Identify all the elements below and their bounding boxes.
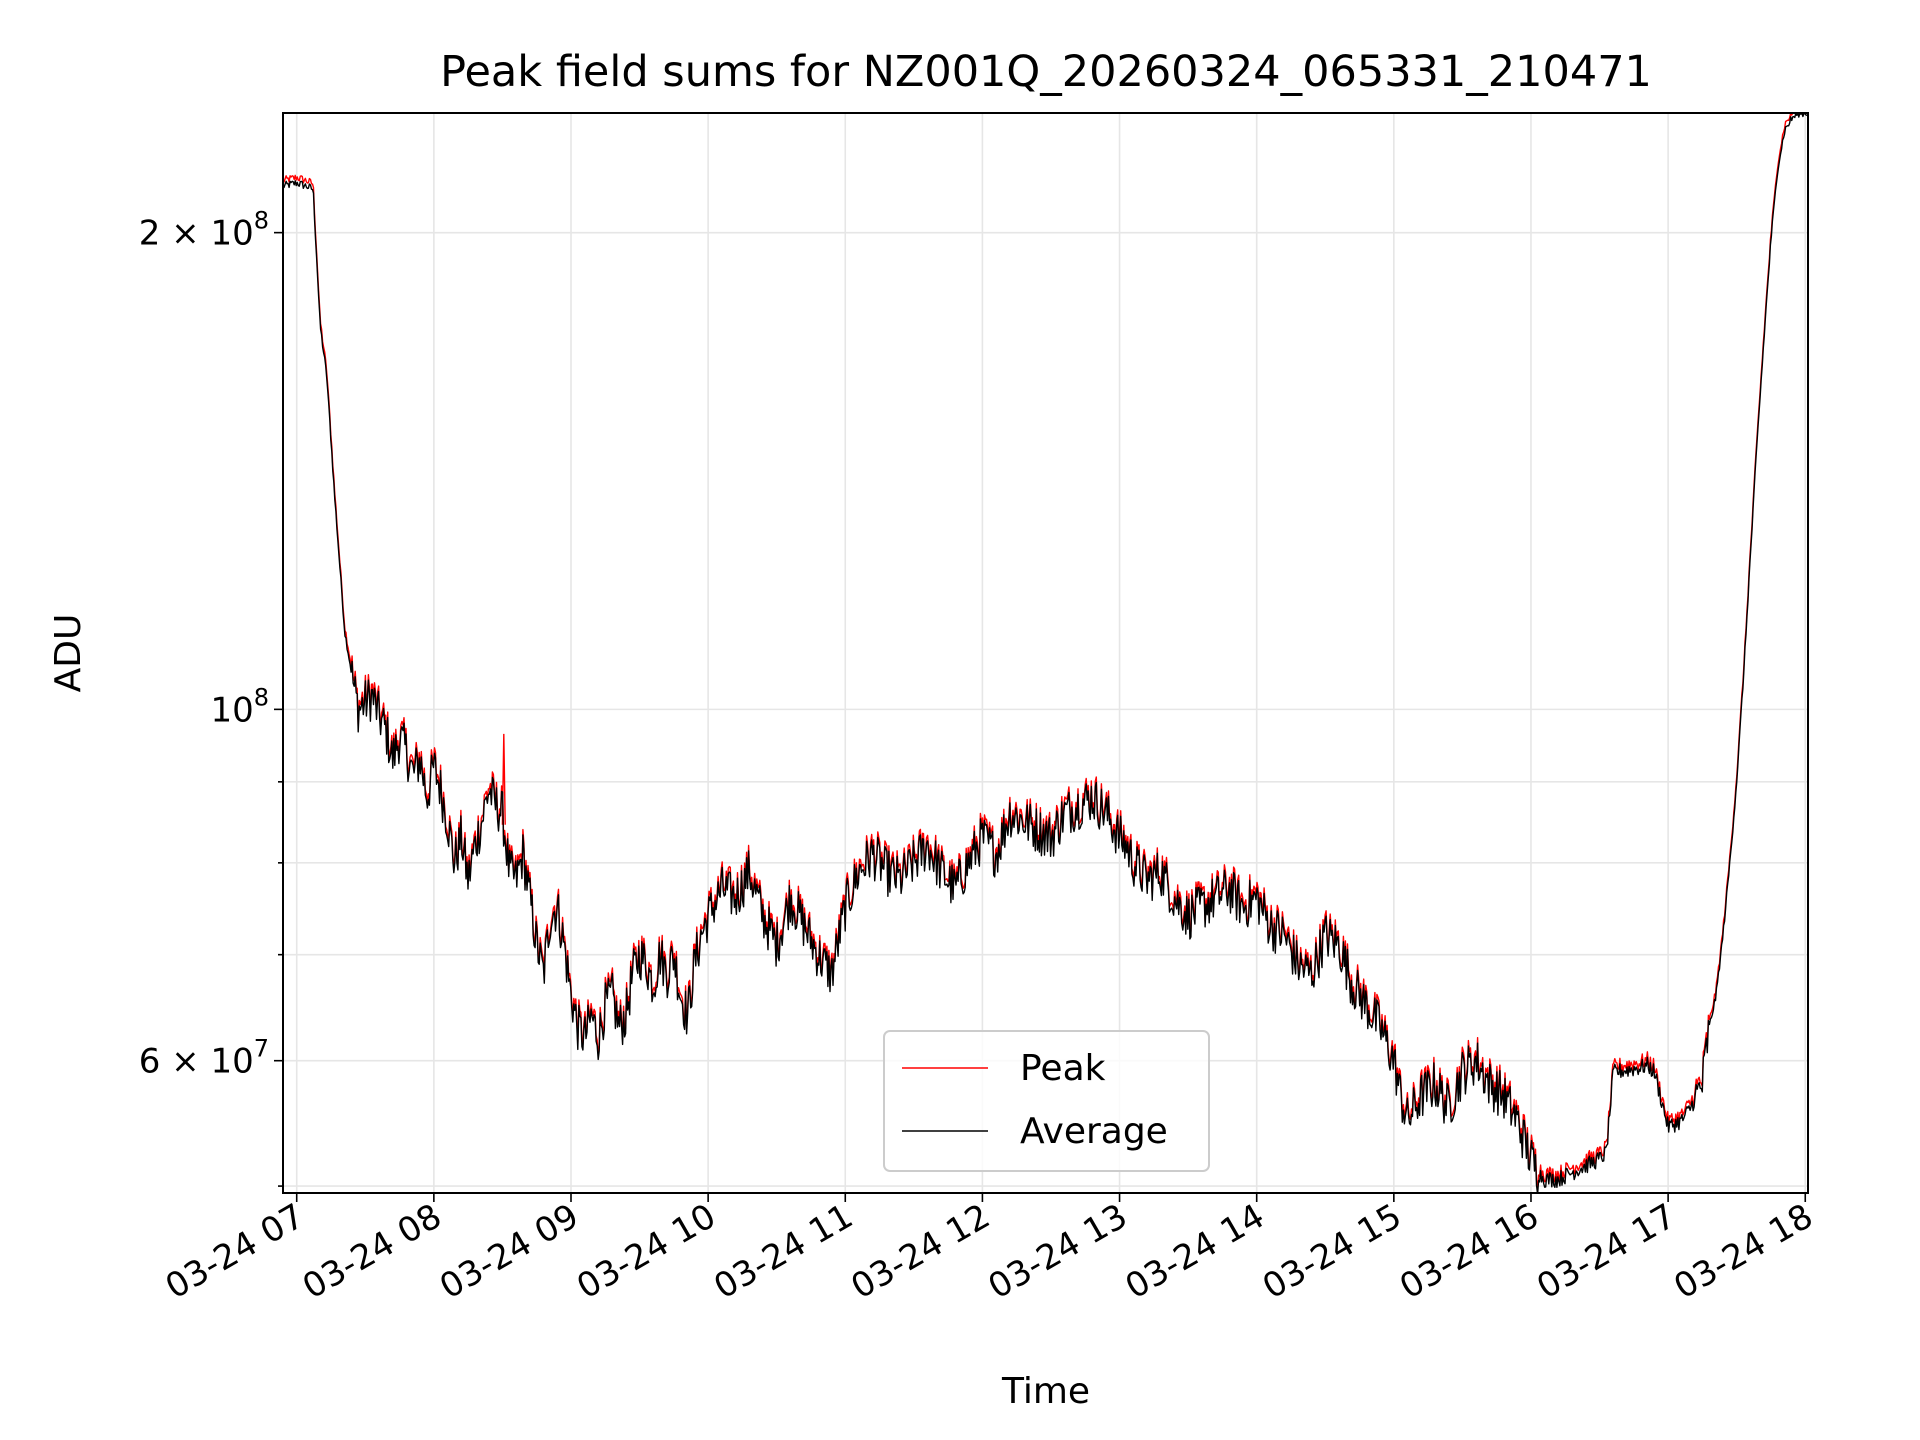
y-tick-label-base: 6 × 10 bbox=[139, 1042, 254, 1082]
legend-label-average: Average bbox=[1020, 1111, 1168, 1152]
x-tick: 03-24 12 bbox=[845, 1193, 997, 1307]
chart-title: Peak field sums for NZ001Q_20260324_0653… bbox=[440, 47, 1652, 97]
y-axis-label: ADU bbox=[48, 614, 89, 693]
y-tick-label-base: 10 bbox=[210, 690, 253, 730]
x-tick-label: 03-24 08 bbox=[296, 1196, 448, 1307]
series-layer bbox=[283, 113, 1808, 1193]
series-line-peak bbox=[283, 113, 1808, 1190]
x-tick: 03-24 09 bbox=[433, 1193, 585, 1307]
x-tick-label: 03-24 12 bbox=[845, 1196, 997, 1307]
x-tick: 03-24 18 bbox=[1667, 1193, 1820, 1307]
y-tick-label-exponent: 7 bbox=[254, 1035, 269, 1063]
legend-label-peak: Peak bbox=[1020, 1048, 1106, 1089]
x-tick-label: 03-24 18 bbox=[1667, 1196, 1819, 1307]
legend-box bbox=[883, 1030, 1210, 1172]
legend: Peak Average bbox=[883, 1030, 1210, 1172]
x-tick: 03-24 07 bbox=[159, 1193, 311, 1307]
x-axis-label: Time bbox=[1001, 1371, 1090, 1412]
y-tick-label-exponent: 8 bbox=[254, 683, 269, 711]
y-tick-label-base: 2 × 10 bbox=[139, 214, 254, 254]
x-tick: 03-24 14 bbox=[1119, 1193, 1271, 1307]
x-tick-label: 03-24 07 bbox=[159, 1196, 311, 1307]
y-tick-label-exponent: 8 bbox=[254, 207, 269, 235]
y-tick: 6 × 107 bbox=[139, 1035, 283, 1082]
x-tick-label: 03-24 16 bbox=[1393, 1196, 1545, 1307]
x-tick: 03-24 13 bbox=[982, 1193, 1134, 1307]
x-tick-label: 03-24 11 bbox=[707, 1196, 859, 1307]
x-tick-label: 03-24 13 bbox=[982, 1196, 1134, 1307]
x-tick-label: 03-24 10 bbox=[570, 1196, 722, 1307]
x-tick-label: 03-24 15 bbox=[1256, 1196, 1408, 1307]
x-tick: 03-24 17 bbox=[1530, 1193, 1683, 1307]
y-tick-label: 6 × 107 bbox=[139, 1035, 269, 1082]
x-tick: 03-24 11 bbox=[707, 1193, 860, 1307]
y-tick: 108 bbox=[210, 683, 283, 730]
x-tick: 03-24 15 bbox=[1256, 1193, 1408, 1307]
series-line-average bbox=[283, 113, 1808, 1193]
y-tick: 2 × 108 bbox=[139, 207, 283, 254]
x-tick-label: 03-24 17 bbox=[1530, 1196, 1682, 1307]
x-tick: 03-24 16 bbox=[1393, 1193, 1545, 1307]
y-tick-label: 108 bbox=[210, 683, 269, 730]
x-tick: 03-24 10 bbox=[570, 1193, 723, 1307]
x-tick: 03-24 08 bbox=[296, 1193, 448, 1307]
plot-frame bbox=[282, 112, 1809, 1194]
x-tick-label: 03-24 14 bbox=[1119, 1196, 1271, 1307]
y-tick-label: 2 × 108 bbox=[139, 207, 269, 254]
x-tick-label: 03-24 09 bbox=[433, 1196, 585, 1307]
